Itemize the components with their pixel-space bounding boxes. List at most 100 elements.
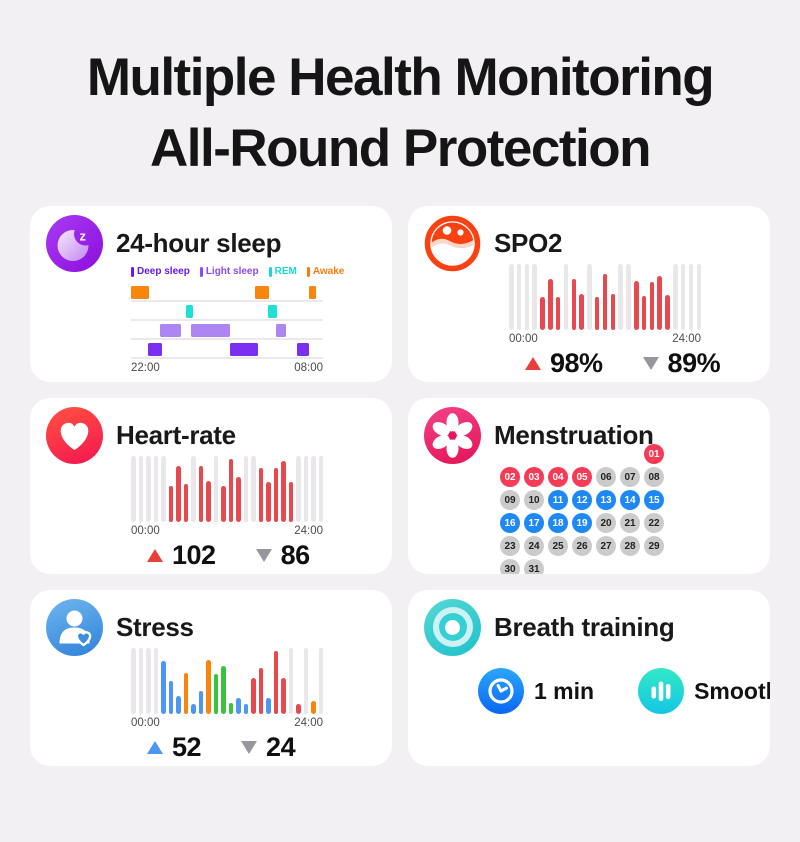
- calendar-day: 30: [500, 559, 520, 574]
- chart-bar: [594, 297, 600, 330]
- menstruation-card-title: Menstruation: [494, 419, 654, 450]
- breath-duration-label: 1 min: [534, 677, 595, 704]
- chart-bar: [176, 465, 181, 522]
- breath-mode-label: Smooth: [694, 677, 770, 704]
- chart-bar: [296, 704, 301, 714]
- spo2-card-title: SPO2: [494, 227, 563, 258]
- stress-max-stat: 52: [147, 732, 202, 763]
- chart-bar: [183, 673, 188, 714]
- heart-icon: [46, 406, 103, 464]
- calendar-day: 03: [524, 467, 544, 487]
- breath-duration-item: 1 min: [478, 668, 594, 714]
- chart-bar: [688, 264, 694, 330]
- chart-bar: [176, 696, 181, 714]
- chart-bar: [273, 467, 278, 522]
- calendar-day: 13: [596, 490, 616, 510]
- spo2-time-start: 00:00: [509, 333, 538, 345]
- legend-item: Light sleep: [199, 266, 259, 277]
- page-title-line1: Multiple Health Monitoring: [86, 48, 715, 107]
- chart-bar: [213, 456, 218, 522]
- chart-bar: [665, 295, 670, 330]
- chart-bar: [266, 482, 271, 522]
- clock-icon: [478, 668, 524, 714]
- sleep-block-deep: [148, 343, 163, 356]
- chart-bar: [131, 648, 136, 714]
- calendar-day: 01: [644, 444, 664, 464]
- spo2-time-axis: 00:00 24:00: [509, 333, 701, 345]
- legend-mark: [131, 266, 134, 277]
- chart-bar: [198, 690, 203, 714]
- chart-bar: [281, 677, 286, 714]
- chart-bar: [206, 659, 211, 714]
- breath-items: 1 min Smooth: [478, 668, 770, 714]
- chart-bar: [168, 681, 173, 714]
- chart-bar: [161, 456, 166, 522]
- chart-bar: [579, 293, 584, 330]
- legend-label: Light sleep: [205, 266, 259, 277]
- heart-rate-min-value: 86: [280, 540, 311, 570]
- calendar-blank: [548, 444, 568, 464]
- chart-bar: [288, 482, 293, 522]
- chart-bar: [251, 456, 256, 522]
- calendar-blank: [524, 444, 544, 464]
- chart-bar: [311, 700, 316, 714]
- chart-bar: [146, 456, 151, 522]
- calendar-blank: [500, 444, 520, 464]
- calendar-day: 21: [620, 513, 640, 533]
- chart-bar: [131, 456, 136, 522]
- calendar-day: 12: [572, 490, 592, 510]
- sleep-block-light: [275, 324, 286, 337]
- spo2-chart-area: 00:00 24:00 98% 89%: [509, 264, 721, 379]
- sleep-card-header: z 24-hour sleep: [46, 214, 281, 272]
- sleep-block-awake: [254, 286, 270, 299]
- heart-rate-stats: 102 86: [147, 540, 323, 571]
- heart-rate-max-stat: 102: [147, 540, 216, 571]
- sleep-time-end: 08:00: [294, 362, 323, 374]
- calendar-day: 28: [620, 536, 640, 556]
- spo2-card: SPO2 00:00 24:00 98% 89%: [408, 206, 770, 382]
- feature-cards-grid: z 24-hour sleep Deep sleep Light sleep REM…: [0, 184, 800, 766]
- chart-bar: [524, 264, 530, 330]
- breath-ring-center: [445, 619, 460, 635]
- chart-bar: [548, 278, 553, 330]
- legend-item: Deep sleep: [131, 266, 190, 277]
- spo2-max-stat: 98%: [525, 348, 603, 379]
- heart-rate-chart-area: 00:00 24:00 102 86: [131, 456, 323, 571]
- sleep-legend: Deep sleep Light sleep REM Awake: [131, 265, 344, 278]
- chart-bar: [318, 648, 323, 714]
- chart-bar: [138, 648, 143, 714]
- stress-time-end: 24:00: [294, 717, 323, 729]
- chart-bar: [303, 648, 308, 714]
- chart-bar: [206, 481, 211, 522]
- chart-bar: [273, 651, 278, 714]
- breath-training-card: Breath training 1 min: [408, 590, 770, 766]
- chart-bar: [258, 467, 263, 522]
- sleep-hypnogram: [131, 283, 323, 359]
- chart-bar: [288, 648, 293, 714]
- down-triangle-icon: [642, 357, 659, 370]
- down-triangle-icon: [241, 741, 258, 754]
- stress-time-axis: 00:00 24:00: [131, 717, 323, 729]
- calendar-day: 11: [548, 490, 568, 510]
- spo2-stats: 98% 89%: [525, 348, 721, 379]
- page-title-line2: All-Round Protection: [150, 119, 651, 178]
- menstruation-card-header: Menstruation: [424, 406, 654, 464]
- chart-bar: [571, 278, 576, 330]
- svg-text:z: z: [80, 228, 87, 243]
- chart-bar: [626, 264, 631, 330]
- sleep-card: z 24-hour sleep Deep sleep Light sleep REM…: [30, 206, 392, 382]
- chart-bar: [213, 674, 218, 714]
- sleep-block-light: [160, 324, 182, 337]
- menstruation-calendar: 01 02 03 04 05 06 07 08 09 10 11 12 13 14 15 16 17 18 19 20…: [500, 444, 664, 574]
- sleep-card-title: 24-hour sleep: [116, 227, 282, 258]
- calendar-day: 08: [644, 467, 664, 487]
- chart-bar: [198, 465, 203, 522]
- calendar-day: 18: [548, 513, 568, 533]
- sleep-lane-awake: [131, 283, 323, 302]
- chart-bar: [191, 704, 196, 714]
- legend-mark: [268, 266, 272, 277]
- calendar-day: 22: [644, 513, 664, 533]
- chart-bar: [303, 456, 308, 522]
- heart-rate-time-axis: 00:00 24:00: [131, 525, 323, 537]
- chart-bar: [563, 264, 569, 330]
